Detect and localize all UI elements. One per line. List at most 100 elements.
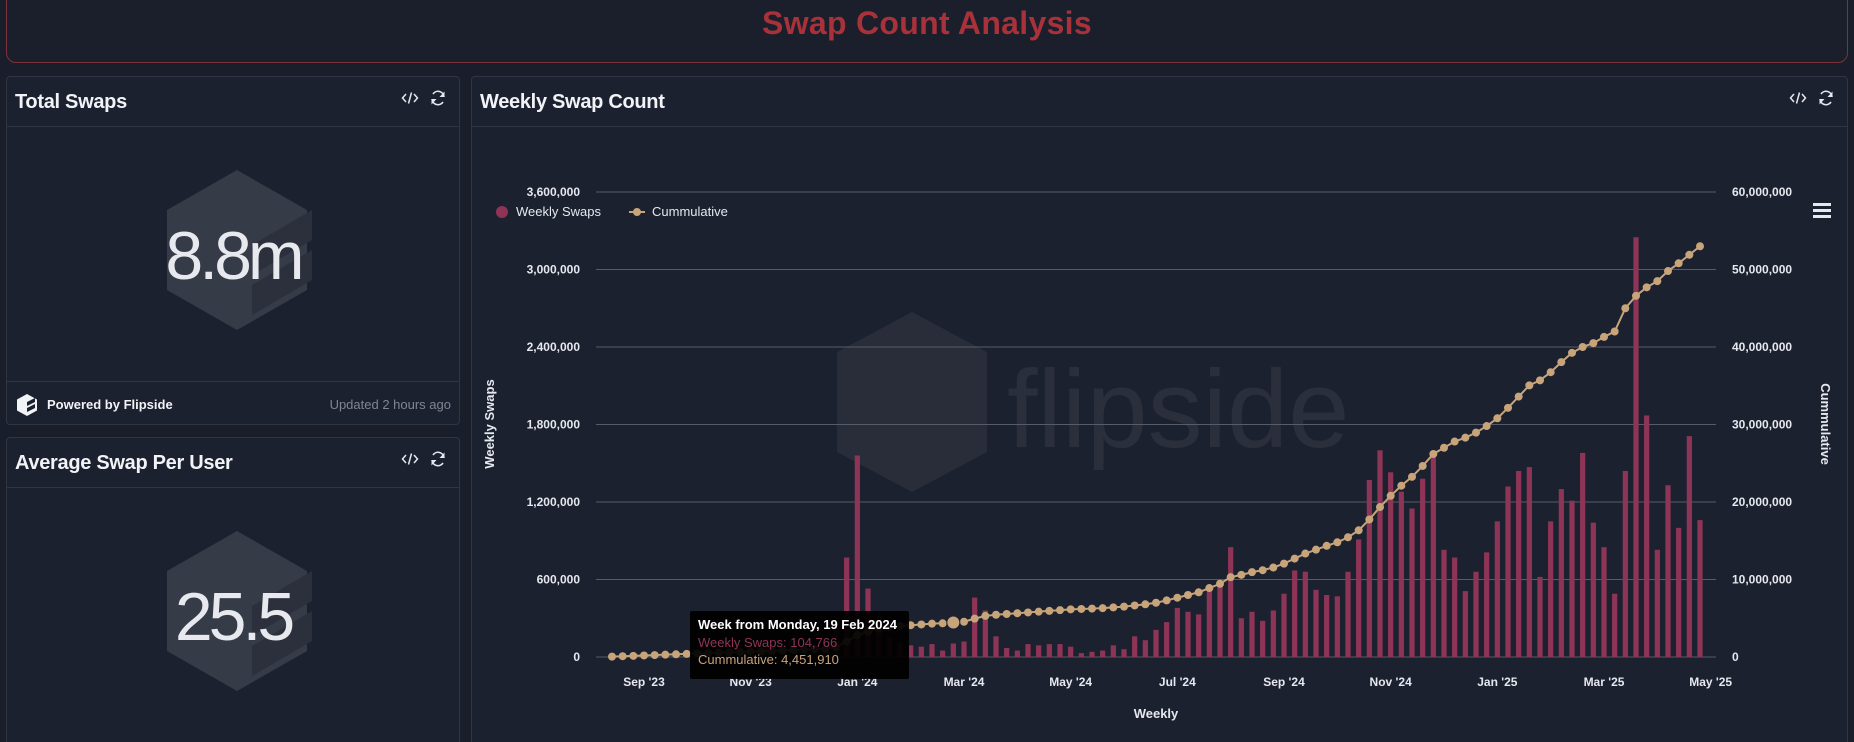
cummulative-point bbox=[1280, 559, 1288, 568]
code-icon[interactable] bbox=[401, 89, 419, 107]
weekly-swaps-bar bbox=[1025, 644, 1031, 657]
cummulative-point bbox=[1376, 503, 1384, 512]
code-icon[interactable] bbox=[401, 450, 419, 468]
cummulative-point bbox=[1344, 533, 1352, 542]
cummulative-point bbox=[629, 651, 638, 660]
y2-tick-label: 20,000,000 bbox=[1732, 495, 1792, 509]
weekly-swaps-bar bbox=[1505, 486, 1511, 657]
cummulative-point bbox=[1152, 598, 1160, 607]
cummulative-point bbox=[1205, 584, 1214, 593]
weekly-swaps-bar bbox=[908, 645, 914, 657]
cummulative-point bbox=[1066, 605, 1075, 614]
weekly-swaps-bar bbox=[1665, 485, 1671, 657]
cummulative-point bbox=[1440, 443, 1448, 452]
cummulative-point bbox=[618, 652, 627, 661]
weekly-swaps-bar bbox=[1398, 491, 1404, 657]
cummulative-point bbox=[1546, 368, 1555, 377]
cummulative-point bbox=[1600, 332, 1608, 341]
cummulative-point bbox=[1525, 381, 1534, 390]
refresh-icon[interactable] bbox=[429, 450, 447, 468]
y-tick-label: 3,600,000 bbox=[527, 185, 581, 199]
total-swaps-panel: Total Swaps 8.8m Powered by Flipside Upd… bbox=[6, 76, 460, 425]
menu-bar[interactable] bbox=[1813, 203, 1831, 206]
average-swap-value: 25.5 bbox=[174, 579, 295, 655]
cummulative-point bbox=[1226, 573, 1235, 582]
cummulative-point bbox=[1237, 570, 1246, 579]
weekly-swaps-bar bbox=[1142, 640, 1148, 657]
weekly-swaps-bar bbox=[1644, 415, 1650, 657]
weekly-swaps-bar bbox=[1388, 472, 1394, 657]
panel-title: Average Swap Per User bbox=[15, 452, 233, 474]
tooltip-header: Week from Monday, 19 Feb 2024 bbox=[698, 617, 898, 632]
cummulative-point bbox=[1194, 588, 1203, 597]
y2-tick-label: 60,000,000 bbox=[1732, 185, 1792, 199]
flipside-logo-icon bbox=[837, 312, 987, 492]
y-tick-label: 0 bbox=[573, 650, 580, 664]
cummulative-point bbox=[1632, 291, 1640, 300]
weekly-swaps-bar bbox=[1345, 571, 1351, 657]
cummulative-point bbox=[1333, 538, 1342, 547]
weekly-swaps-bar bbox=[1206, 587, 1212, 657]
code-icon[interactable] bbox=[1789, 89, 1807, 107]
weekly-swaps-bar bbox=[1686, 436, 1692, 657]
cummulative-point bbox=[1290, 554, 1299, 563]
y2-axis-title: Cummulative bbox=[1818, 383, 1833, 465]
cummulative-point bbox=[1365, 515, 1374, 524]
cummulative-point bbox=[1504, 403, 1512, 412]
weekly-swaps-bar bbox=[1430, 452, 1436, 657]
flipside-logo-icon[interactable] bbox=[15, 393, 39, 417]
cummulative-point bbox=[1162, 596, 1171, 605]
weekly-swaps-bar bbox=[1110, 645, 1116, 657]
weekly-swaps-bar bbox=[1558, 489, 1564, 657]
weekly-swaps-bar bbox=[1153, 629, 1159, 657]
weekly-swaps-bar bbox=[1036, 645, 1042, 657]
cummulative-point bbox=[1130, 601, 1139, 610]
y-tick-label: 1,200,000 bbox=[527, 495, 581, 509]
cummulative-point bbox=[928, 619, 936, 628]
y2-tick-label: 50,000,000 bbox=[1732, 263, 1792, 277]
weekly-swaps-bar bbox=[1484, 552, 1490, 657]
y2-tick-label: 40,000,000 bbox=[1732, 340, 1792, 354]
tooltip-box bbox=[690, 611, 909, 679]
x-tick-label: Sep '24 bbox=[1263, 675, 1305, 689]
cummulative-point bbox=[1322, 541, 1331, 550]
cummulative-point bbox=[1685, 250, 1694, 259]
cummulative-point bbox=[1141, 600, 1150, 609]
legend-cummulative-marker bbox=[633, 208, 641, 216]
menu-bar[interactable] bbox=[1813, 209, 1831, 212]
page-title: Swap Count Analysis bbox=[762, 5, 1092, 41]
y-axis-title: Weekly Swaps bbox=[482, 379, 497, 468]
weekly-swaps-bar bbox=[1452, 557, 1458, 657]
y-tick-label: 600,000 bbox=[537, 573, 581, 587]
powered-by-link[interactable]: Powered by Flipside bbox=[47, 397, 173, 412]
y-tick-label: 2,400,000 bbox=[527, 340, 581, 354]
cummulative-point bbox=[672, 650, 680, 659]
x-tick-label: May '25 bbox=[1689, 675, 1732, 689]
cummulative-point bbox=[1610, 327, 1619, 336]
tooltip-cummulative: Cummulative: 4,451,910 bbox=[698, 652, 839, 667]
x-tick-label: Mar '24 bbox=[944, 675, 985, 689]
cummulative-point bbox=[1514, 392, 1523, 401]
menu-bar[interactable] bbox=[1813, 215, 1831, 218]
page-header: Swap Count Analysis bbox=[6, 0, 1848, 63]
hamburger-menu-icon[interactable] bbox=[1813, 203, 1831, 218]
refresh-icon[interactable] bbox=[429, 89, 447, 107]
weekly-swaps-bar bbox=[1537, 576, 1543, 657]
watermark-text: flipside bbox=[1007, 348, 1349, 471]
panel-header: Total Swaps bbox=[7, 77, 459, 127]
cummulative-point bbox=[981, 611, 990, 620]
y2-tick-label: 0 bbox=[1732, 650, 1739, 664]
weekly-swaps-bar bbox=[1238, 618, 1244, 657]
weekly-swaps-bar bbox=[1260, 620, 1266, 657]
flipside-logo-icon bbox=[167, 170, 312, 330]
weekly-swaps-bar bbox=[950, 643, 956, 657]
kpi-area: 8.8m bbox=[7, 127, 459, 381]
weekly-swaps-bar bbox=[972, 597, 978, 657]
weekly-swaps-bar bbox=[1516, 471, 1522, 657]
cummulative-point bbox=[1045, 606, 1054, 615]
hover-marker bbox=[946, 615, 961, 630]
panel-header: Weekly Swap Count bbox=[472, 77, 1847, 127]
panel-header: Average Swap Per User bbox=[7, 438, 459, 488]
weekly-swaps-bar bbox=[1313, 589, 1319, 657]
refresh-icon[interactable] bbox=[1817, 89, 1835, 107]
